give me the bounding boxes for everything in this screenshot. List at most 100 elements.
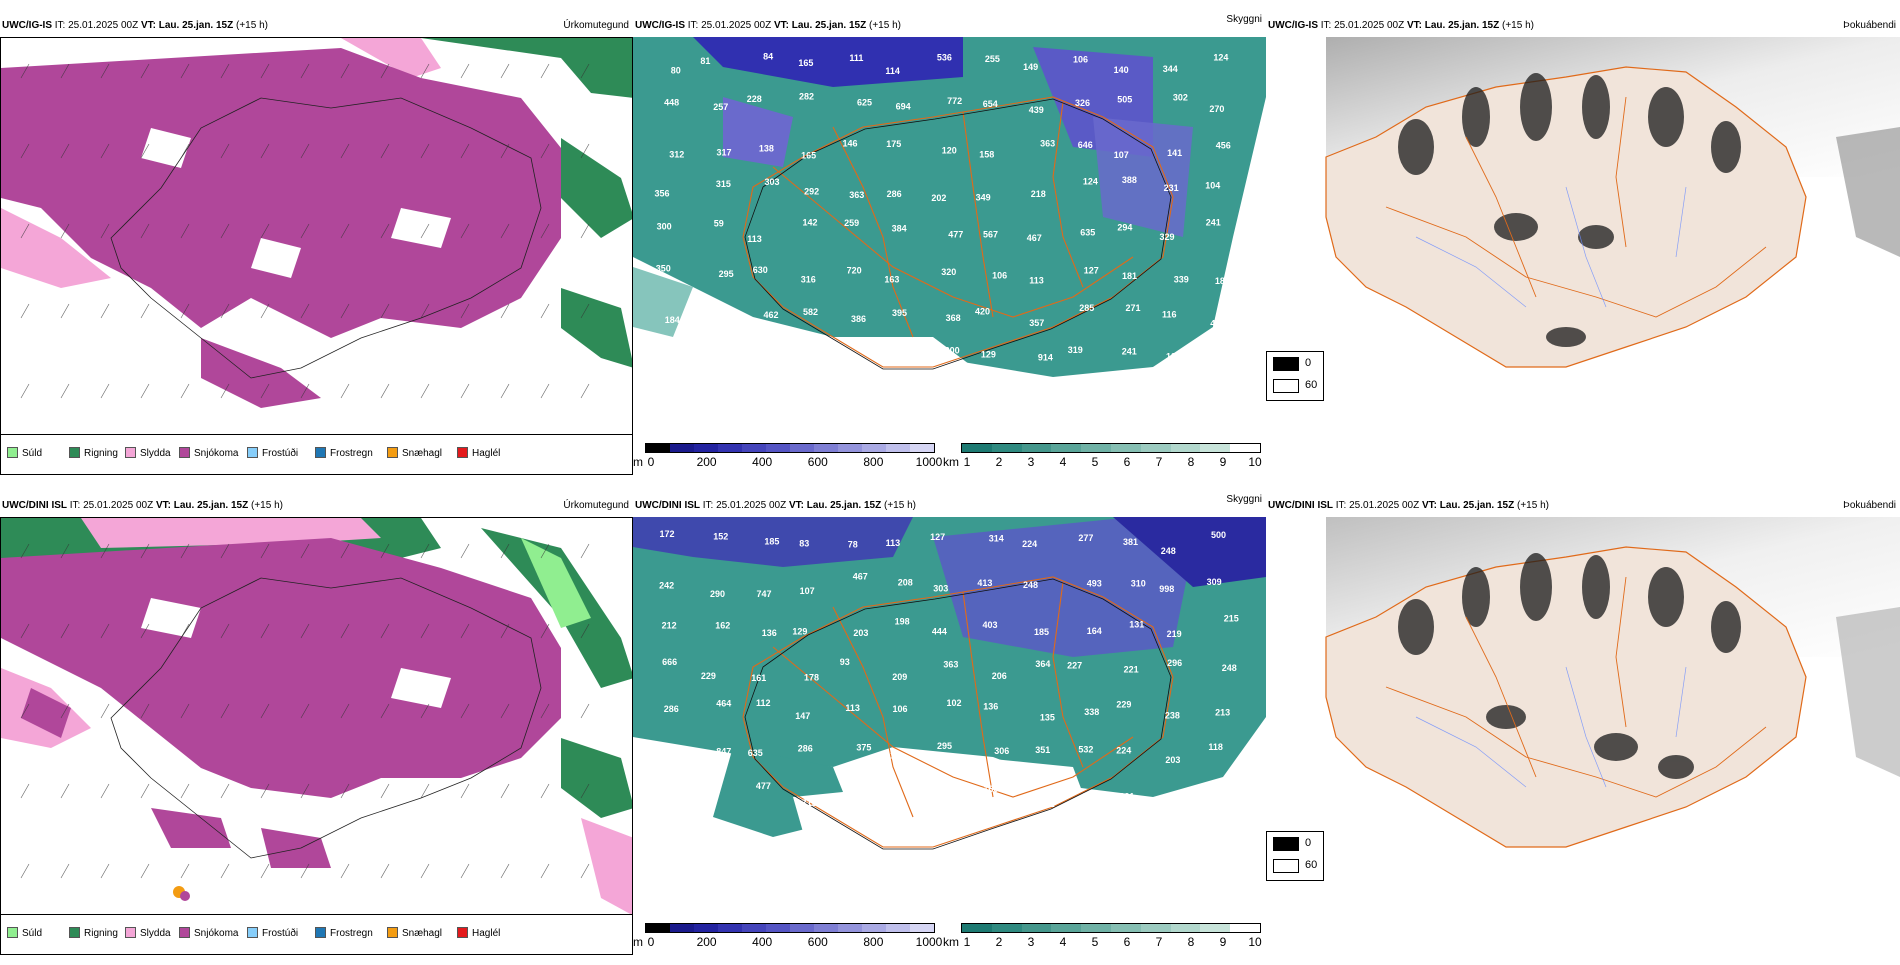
colorbar-cell: [1081, 924, 1111, 932]
visibility-label: 181: [1122, 271, 1137, 281]
visibility-unit: km: [943, 935, 959, 949]
colorbar-cell: [862, 924, 886, 932]
fog-map[interactable]: [1266, 517, 1900, 915]
colorbar-tick: 0: [647, 935, 655, 949]
colorbar-tick: 400: [752, 455, 773, 469]
visibility-label: 420: [975, 307, 990, 317]
visibility-label: 124: [1083, 177, 1098, 187]
legend-swatch: [315, 927, 326, 938]
lead-time: (+15 h): [1517, 500, 1549, 511]
fog-legend-min: 60: [1305, 379, 1318, 391]
legend-label: Frostregn: [330, 448, 373, 459]
colorbar-tick: 400: [752, 935, 773, 949]
colorbar-cell: [1230, 924, 1260, 932]
visibility-label: 477: [948, 230, 963, 240]
visibility-label: 998: [1159, 584, 1174, 594]
visibility-label: 338: [854, 799, 869, 809]
visibility-label: 113: [845, 703, 860, 713]
visibility-label: 221: [1119, 792, 1134, 802]
visibility-label: 148: [937, 785, 952, 795]
colorbar-cell: [1200, 924, 1231, 932]
visibility-label: 259: [844, 218, 859, 228]
visibility-label: 329: [1160, 232, 1175, 242]
colorbar-cell: [1051, 444, 1082, 452]
cloud-base-colorbar: m 0 200 400 600 800 1000: [633, 443, 943, 469]
init-time: IT: 25.01.2025 00Z: [1320, 20, 1405, 31]
visibility-label: 131: [1129, 620, 1144, 630]
colorbar-cell: [790, 444, 814, 452]
visibility-label: 241: [1206, 217, 1221, 227]
visibility-label: 918: [671, 789, 686, 799]
visibility-map[interactable]: 172 152 185 83 78 113 127 314 224 277 381 248 500 242…: [633, 517, 1266, 915]
colorbar-cell: [862, 444, 886, 452]
cloud-base-unit: m: [633, 455, 643, 469]
colorbar-tick: 10: [1248, 455, 1262, 469]
precip-map[interactable]: [0, 517, 633, 915]
precip-map[interactable]: [0, 37, 633, 435]
colorbar-cell: [790, 924, 814, 932]
visibility-label: 111: [849, 53, 863, 63]
visibility-label: 248: [1023, 580, 1038, 590]
visibility-label: 344: [1163, 64, 1178, 74]
visibility-label: 363: [849, 190, 864, 200]
lead-time: (+15 h): [884, 500, 916, 511]
valid-time-label: VT:: [1406, 20, 1422, 31]
visibility-label: 83: [799, 539, 809, 549]
visibility-label: 357: [1029, 318, 1044, 328]
visibility-label: 203: [853, 628, 868, 638]
visibility-label: 78: [848, 540, 858, 550]
visibility-label: 350: [656, 264, 671, 274]
visibility-label: 666: [662, 657, 677, 667]
colorbar-cell: [742, 924, 766, 932]
valid-time: Lau. 25.jan. 15Z: [1424, 20, 1500, 31]
legend-swatch: [179, 447, 190, 458]
legend-item-frostúði: Frostúði: [247, 927, 298, 941]
visibility-label: 116: [1162, 310, 1177, 320]
visibility-label: 175: [886, 139, 901, 149]
visibility-label: 500: [1211, 530, 1226, 540]
colorbar-cell: [1110, 924, 1141, 932]
legend-label: Slydda: [140, 448, 171, 459]
visibility-label: 213: [1215, 708, 1230, 718]
visibility-label: 297: [704, 793, 719, 803]
visibility-label: 80: [671, 66, 681, 76]
valid-time-label: VT:: [155, 500, 171, 511]
colorbar-tick: 600: [807, 935, 828, 949]
fog-legend-max: 0: [1305, 837, 1312, 849]
visibility-label: 114: [885, 66, 900, 76]
visibility-label: 635: [1080, 228, 1095, 238]
visibility-label: 129: [981, 350, 996, 360]
visibility-label: 106: [1073, 54, 1088, 64]
colorbar-tick: 6: [1123, 935, 1131, 949]
visibility-label: 20: [1082, 792, 1092, 802]
visibility-label: 106: [992, 270, 1007, 280]
visibility-label: 200: [945, 345, 960, 355]
visibility-label: 625: [857, 98, 872, 108]
visibility-label: 567: [983, 229, 998, 239]
legend-item-haglél: Haglél: [457, 927, 500, 941]
fog-legend-min-swatch: [1273, 379, 1299, 393]
visibility-label: 356: [655, 188, 670, 198]
colorbar-tick: 5: [1091, 935, 1099, 949]
legend-swatch: [387, 447, 398, 458]
visibility-map[interactable]: 80 81 84 165 111 114 536 255 149 106 140 344 124 448 2…: [633, 37, 1266, 435]
colorbar-tick: 9: [1219, 455, 1227, 469]
colorbar-tick: 1000: [915, 935, 943, 949]
visibility-label: 158: [979, 149, 994, 159]
visibility-label: 106: [893, 704, 908, 714]
colorbar-tick: 1: [963, 455, 971, 469]
visibility-label: 257: [713, 102, 728, 112]
visibility-label: 113: [886, 538, 901, 548]
colorbar-cell: [886, 444, 910, 452]
visibility-label: 363: [1040, 139, 1055, 149]
legend-item-rigning: Rigning: [69, 927, 118, 941]
visibility-label: 319: [1068, 345, 1083, 355]
fog-legend-min-swatch: [1273, 859, 1299, 873]
visibility-label: 81: [700, 56, 710, 66]
field-name: Þokuábendi: [1843, 20, 1896, 31]
visibility-label: 302: [1173, 93, 1188, 103]
fog-map[interactable]: [1266, 37, 1900, 435]
cloud-base-colorbar-cells: [645, 923, 935, 933]
model-name: UWC/IG-IS: [2, 20, 52, 31]
colorbar-tick: 0: [647, 455, 655, 469]
